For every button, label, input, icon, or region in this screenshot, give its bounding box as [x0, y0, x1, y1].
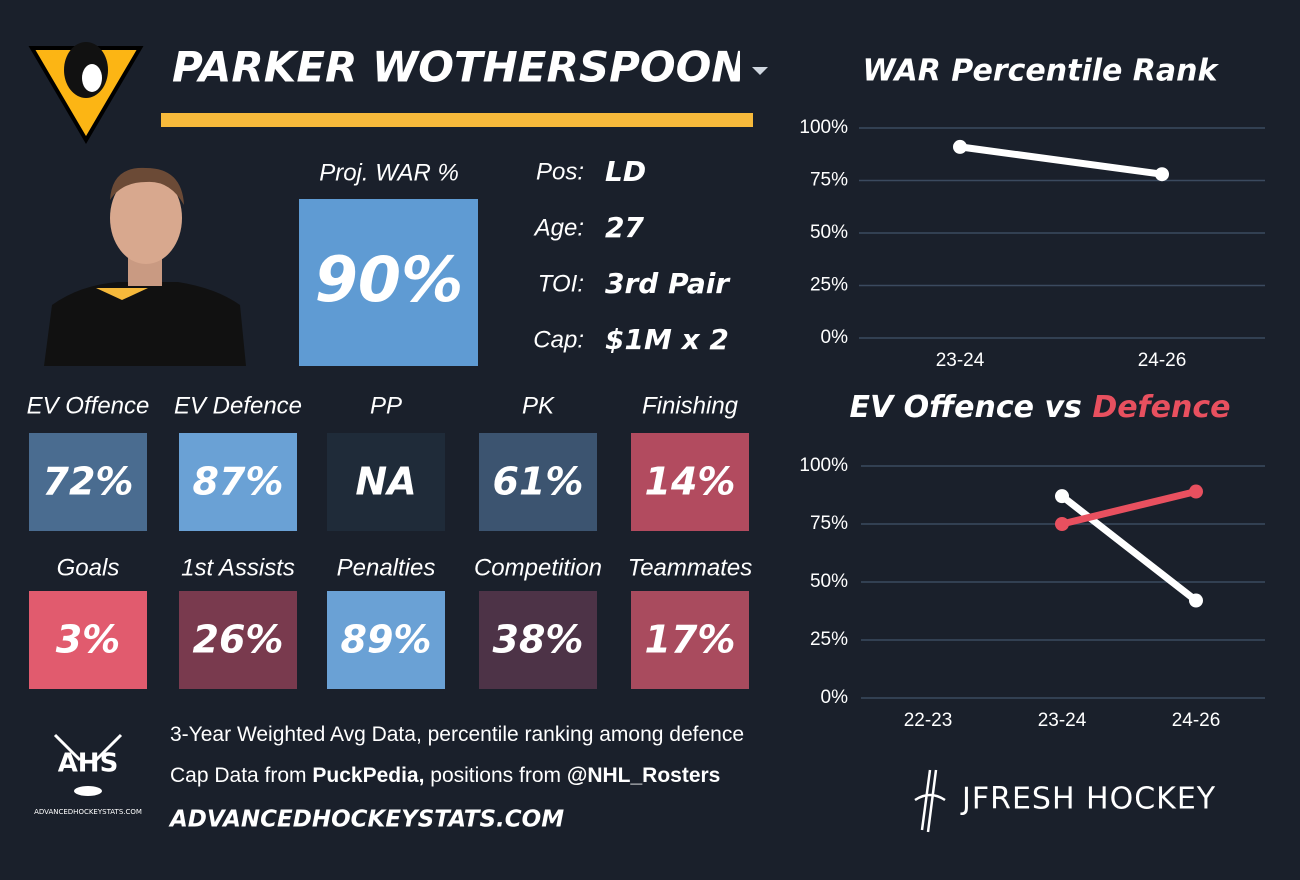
proj-value: 90% [315, 243, 463, 316]
y-tick-label: 50% [810, 222, 848, 243]
y-tick-label: 25% [810, 629, 848, 650]
tile-value: 72% [43, 460, 134, 504]
y-tick-label: 75% [810, 170, 848, 191]
tile-label: Teammates [628, 554, 753, 581]
logo-puck [74, 786, 102, 796]
footer-text: PuckPedia, [312, 764, 424, 787]
x-tick-label: 24-26 [1138, 350, 1187, 371]
tile [631, 591, 749, 689]
y-tick-label: 75% [810, 513, 848, 534]
info-label: Age: [533, 214, 584, 241]
tile [179, 433, 297, 531]
chart-title: EV Offence vs Defence [850, 390, 1231, 425]
tile-value: 89% [341, 618, 432, 662]
site: ADVANCEDHOCKEYSTATS.COM [168, 807, 564, 833]
tile-label: EV Offence [27, 392, 150, 419]
proj-label: Proj. WAR % [319, 159, 459, 186]
tile [29, 591, 147, 689]
tile [327, 433, 445, 531]
logo-text: AHS [58, 749, 119, 779]
point [1155, 167, 1169, 182]
tile-value: 38% [493, 618, 584, 662]
footer-text: Cap Data from [170, 764, 312, 787]
logo-sticks [53, 733, 123, 762]
y-tick-label: 25% [810, 275, 848, 296]
tile [29, 433, 147, 531]
tile-label: Goals [57, 554, 120, 581]
y-tick-label: 100% [799, 455, 848, 476]
player-name[interactable]: PARKER WOTHERSPOON [172, 43, 746, 92]
info-label: Pos: [536, 158, 584, 185]
tile-label: Competition [474, 554, 602, 581]
team-logo [28, 42, 144, 144]
brand: JFRESH HOCKEY [960, 782, 1216, 817]
accent-bar [161, 113, 753, 127]
title-part: EV Offence vs [850, 390, 1093, 425]
y-tick-label: 100% [799, 117, 848, 138]
tile-value: 17% [645, 618, 736, 662]
tile-value: 26% [193, 618, 284, 662]
x-tick-label: 24-26 [1172, 710, 1221, 731]
tile-label: Finishing [642, 392, 739, 419]
info-value: 27 [605, 211, 644, 244]
tile-label: PK [522, 392, 555, 419]
footer-line: Cap Data from PuckPedia, positions from … [170, 764, 720, 787]
series-line [1058, 492, 1200, 605]
tile-value: 61% [493, 460, 584, 504]
tile-label: PP [370, 392, 402, 419]
x-tick-label: 23-24 [1038, 710, 1087, 731]
tile [479, 433, 597, 531]
tile [179, 591, 297, 689]
tile-value: NA [355, 460, 416, 504]
y-tick-label: 50% [810, 571, 848, 592]
y-tick-label: 0% [821, 687, 849, 708]
info-value: 3rd Pair [605, 267, 731, 300]
tile-label: Penalties [337, 554, 436, 581]
player-photo [40, 160, 248, 366]
tile [479, 591, 597, 689]
info-label: Cap: [533, 326, 584, 353]
tile-label: EV Defence [174, 392, 302, 419]
x-tick-label: 23-24 [936, 350, 985, 371]
y-tick-label: 0% [821, 327, 849, 348]
dropdown-caret[interactable] [752, 67, 768, 75]
tile-value: 3% [56, 618, 121, 662]
footer-text: positions from [424, 764, 566, 787]
point [1055, 489, 1069, 504]
logo-caption: ADVANCEDHOCKEYSTATS.COM [34, 808, 142, 816]
tile-value: 87% [193, 460, 284, 504]
footer-line: 3-Year Weighted Avg Data, percentile ran… [170, 723, 744, 746]
point [953, 139, 967, 154]
info-value: $1M x 2 [605, 323, 729, 356]
proj-box [299, 199, 478, 366]
info-label: TOI: [538, 270, 584, 297]
series-line [956, 143, 1166, 178]
tile-label: 1st Assists [181, 554, 295, 581]
tile [631, 433, 749, 531]
info-value: LD [605, 155, 646, 188]
x-tick-label: 22-23 [904, 710, 953, 731]
point [1055, 517, 1069, 531]
brand-mark [914, 769, 946, 833]
title-part: Defence [1092, 390, 1230, 425]
point [1189, 593, 1203, 608]
ahs-logo: AHS ADVANCEDHOCKEYSTATS.COM [34, 733, 142, 816]
tile [327, 591, 445, 689]
point [1189, 484, 1203, 499]
tile-value: 14% [645, 460, 736, 504]
footer-text: @NHL_Rosters [567, 764, 721, 787]
chart-title: WAR Percentile Rank [863, 54, 1220, 89]
series-line [1058, 488, 1200, 528]
footer-text: 3-Year Weighted Avg Data, percentile ran… [170, 723, 744, 746]
